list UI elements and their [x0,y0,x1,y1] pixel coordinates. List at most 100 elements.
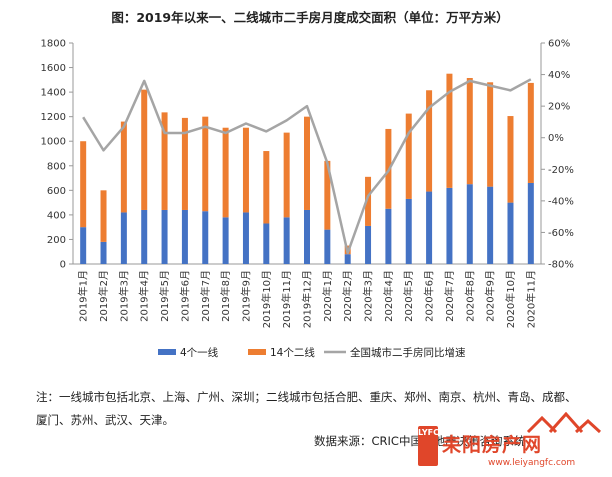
y-left-tick-label: 0 [60,260,66,271]
bar-tier2 [446,73,453,188]
bar-tier1 [263,223,270,264]
x-tick-label: 2020年2月 [341,270,354,322]
x-tick-label: 2020年4月 [382,270,395,322]
bar-tier1 [283,217,290,264]
watermark-title: 耒阳房产网 [442,434,543,456]
bar-tier1 [141,209,148,264]
x-tick-label: 2020年8月 [463,270,476,322]
y-left-tick-label: 800 [47,161,66,172]
x-tick-label: 2019年10月 [260,270,273,328]
y-right-tick-label: -40% [548,196,574,207]
y-left-tick-label: 1800 [41,39,66,50]
y-left-tick-label: 200 [47,235,66,246]
bars-group [80,73,534,264]
watermark-url: www.leiyangfc.com [488,458,576,468]
bar-tier2 [283,132,290,218]
x-tick-label: 2020年9月 [484,270,497,322]
x-tick-label: 2019年8月 [219,270,232,322]
bar-tier1 [161,209,168,264]
y-left-tick-label: 400 [47,210,66,221]
x-tick-label: 2019年2月 [97,270,110,322]
bar-tier1 [304,209,310,264]
x-tick-label: 2019年11月 [280,270,293,328]
y-left-tick-label: 1400 [41,88,66,99]
bar-tier1 [80,227,87,264]
watermark-badge: LYFC [418,426,439,466]
x-tick-label: 2020年7月 [443,270,456,322]
watermark: LYFC 耒阳房产网 www.leiyangfc.com [416,412,612,477]
bar-tier2 [324,160,331,230]
x-tick-label: 2019年4月 [138,270,151,322]
bar-tier1 [100,241,107,264]
bar-tier2 [405,113,412,199]
y-right-tick-label: -60% [548,228,574,239]
y-left-tick-label: 600 [47,186,66,197]
bar-tier1 [242,212,249,264]
axes: 0 200 400 600 800 1000 1200 1400 1600 1800 -80% -60… [41,39,574,271]
bar-tier2 [527,82,534,183]
bar-tier2 [426,90,433,192]
chart-title: 图：2019年以来一、二线城市二手房月度成交面积（单位：万平方米） [111,10,508,25]
x-tick-label: 2019年3月 [117,270,130,322]
bar-tier1 [344,254,351,264]
bar-tier1 [527,182,534,264]
bar-tier1 [507,202,514,264]
y-right-tick-label: 40% [548,70,570,81]
bar-tier1 [487,186,494,264]
bar-tier2 [304,116,310,210]
x-tick-label: 2020年6月 [423,270,436,322]
x-tick-label: 2019年5月 [158,270,171,322]
legend-swatch [248,349,266,355]
bar-tier1 [385,208,392,264]
y-left-tick-label: 1000 [41,137,66,148]
legend: 4个一线 14个二线 全国城市二手房同比增速 [158,346,466,359]
bar-tier2 [242,127,249,213]
line-group [82,78,532,255]
yoy-growth-line [82,78,532,255]
bar-tier2 [100,190,107,242]
bar-tier2 [507,116,514,203]
bar-tier2 [120,121,127,213]
bar-tier1 [466,184,473,264]
legend-label: 4个一线 [180,346,219,359]
bar-tier2 [365,176,372,226]
chart: 图：2019年以来一、二线城市二手房月度成交面积（单位：万平方米） 0 200 40… [41,10,574,359]
x-tick-label: 2019年1月 [77,270,90,322]
bar-tier2 [466,77,473,185]
x-tick-label: 2020年3月 [362,270,375,322]
x-tick-label: 2020年10月 [504,270,517,328]
x-tick-label: 2020年1月 [321,270,334,322]
bar-tier1 [405,198,412,264]
bar-tier1 [181,209,188,264]
footnote: 注：一线城市包括北京、上海、广州、深圳；二线城市包括合肥、重庆、郑州、南京、杭州… [36,386,596,432]
x-tick-label: 2019年6月 [178,270,191,322]
legend-label: 全国城市二手房同比增速 [350,346,466,359]
footnote-line-2: 厦门、苏州、武汉、天津。 [36,413,174,427]
bar-tier2 [222,127,229,218]
bar-tier1 [222,217,229,264]
bar-tier2 [202,116,209,212]
bar-tier1 [120,212,127,264]
bar-tier2 [181,117,188,210]
bar-tier1 [324,229,331,264]
bar-tier2 [161,112,168,210]
x-tick-label: 2019年9月 [239,270,252,322]
y-right-tick-label: 60% [548,39,570,50]
y-left-tick-label: 1200 [41,112,66,123]
x-axis-labels: 2019年1月 2019年2月 2019年3月 2019年4月 2019年5月 2019年… [77,270,538,328]
bar-tier2 [80,141,87,228]
legend-label: 14个二线 [270,346,315,359]
bar-tier2 [487,82,494,187]
footnote-line-1: 注：一线城市包括北京、上海、广州、深圳；二线城市包括合肥、重庆、郑州、南京、杭州… [36,390,577,404]
y-right-tick-label: 20% [548,102,570,113]
y-right-tick-label: -80% [548,260,574,271]
bar-tier1 [426,191,433,264]
bar-tier1 [365,225,372,264]
x-tick-label: 2019年12月 [301,270,314,328]
house-roof-icon [526,412,602,434]
legend-swatch [158,349,176,355]
x-tick-label: 2019年7月 [199,270,212,322]
bar-tier2 [263,151,270,224]
y-right-tick-label: -20% [548,165,574,176]
bar-tier2 [141,89,148,210]
